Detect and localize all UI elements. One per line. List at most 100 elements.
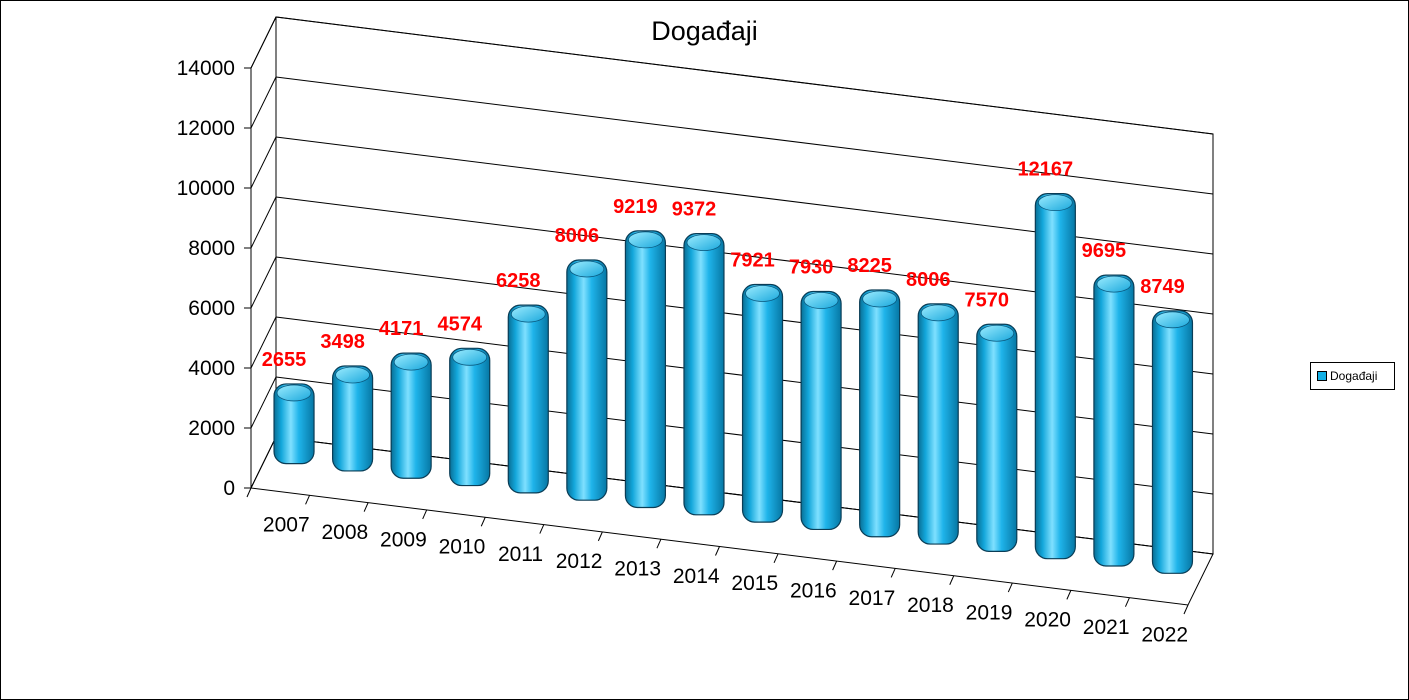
bar-cap [979, 324, 1015, 342]
category-label: 2017 [849, 587, 896, 610]
xtick-mark [1007, 582, 1013, 593]
bar-body [800, 290, 842, 531]
bar-body [566, 259, 608, 501]
bar-cap [1155, 311, 1190, 329]
data-label: 9219 [613, 196, 658, 218]
bar-body [917, 303, 959, 545]
category-label: 2008 [321, 521, 368, 544]
data-label: 7930 [789, 257, 834, 279]
bar-cap [1037, 194, 1073, 212]
bar-cap [569, 260, 605, 278]
gridline-side [250, 16, 277, 69]
bar-body [624, 230, 667, 509]
data-label: 7921 [730, 249, 775, 271]
data-label: 9372 [672, 199, 717, 221]
bar-body [1034, 193, 1076, 560]
xtick-mark [773, 553, 779, 564]
data-label: 12167 [1018, 159, 1074, 181]
side-wall [250, 16, 277, 489]
ytick-label: 6000 [188, 297, 235, 320]
bar [507, 304, 549, 494]
category-label: 2020 [1024, 609, 1071, 632]
data-labels: 2655 3498 4171 4574 6258 8006 9219 9372 7921 7930… [262, 159, 1185, 371]
bar [449, 347, 491, 487]
bar [683, 233, 725, 516]
gridline-side [250, 136, 277, 189]
category-label: 2010 [439, 536, 486, 559]
ytick-label: 0 [223, 477, 235, 500]
bar [741, 283, 784, 523]
ytick-label: 12000 [177, 117, 235, 140]
bar [1034, 193, 1076, 560]
bar-cap [745, 285, 780, 302]
axes: 0 2000 4000 6000 8000 10000 12000 14000 2007 2008… [177, 57, 1189, 646]
xtick-mark [246, 487, 252, 498]
bar [917, 303, 959, 545]
bar-cap [452, 348, 488, 366]
xtick-mark [363, 502, 369, 512]
category-label: 2009 [380, 528, 427, 551]
bar-cap [276, 384, 312, 402]
gridline-back [275, 76, 1214, 195]
category-label: 2012 [556, 550, 603, 573]
bar-body [1093, 274, 1135, 567]
bar-body [741, 283, 784, 523]
xtick-mark [1066, 590, 1072, 600]
category-label: 2021 [1083, 616, 1130, 639]
category-label: 2022 [1141, 623, 1188, 646]
bar [566, 259, 608, 501]
bar [859, 289, 901, 538]
bar [390, 352, 432, 479]
ytick-label: 4000 [188, 357, 235, 380]
xtick-mark [422, 509, 428, 520]
bar-cap [1096, 275, 1132, 293]
data-label: 8225 [847, 255, 892, 277]
legend: Događaji [1310, 362, 1395, 390]
bar-body [331, 365, 374, 472]
xtick-mark [949, 575, 955, 585]
data-label: 3498 [320, 331, 365, 353]
bar-cap [862, 290, 898, 308]
data-label: 7570 [965, 289, 1010, 311]
bar-cap [335, 366, 370, 384]
xtick-mark [539, 524, 545, 534]
bar-body [507, 304, 549, 494]
data-label: 4171 [379, 318, 424, 340]
legend-swatch [1317, 371, 1327, 381]
category-label: 2016 [790, 579, 837, 602]
category-label: 2019 [966, 601, 1013, 624]
gridline-side [250, 256, 277, 309]
gridline-side [250, 436, 277, 489]
bar-body [449, 347, 491, 487]
legend-label: Događaji [1330, 369, 1378, 383]
bar-body [683, 233, 725, 516]
bar-body [859, 289, 901, 538]
gridline-back [275, 16, 1214, 135]
bar-cap [393, 353, 429, 371]
bar-body [976, 323, 1018, 552]
xtick-mark [890, 568, 896, 578]
bar [273, 383, 315, 465]
chart-title: Događaji [651, 16, 758, 46]
bar [1093, 274, 1135, 567]
bar-cap [686, 234, 722, 252]
gridline-side [250, 376, 277, 429]
bar [800, 290, 842, 531]
data-label: 6258 [496, 270, 541, 292]
ytick-label: 10000 [177, 177, 235, 200]
data-label: 8749 [1140, 276, 1185, 298]
xtick-mark [480, 517, 486, 527]
category-label: 2013 [614, 558, 661, 581]
xtick-mark [1183, 604, 1189, 615]
data-label: 8006 [555, 225, 600, 247]
bar-cap [510, 305, 546, 323]
data-label: 2655 [262, 349, 307, 371]
xtick-mark [715, 546, 720, 556]
bars [273, 193, 1194, 574]
bar [331, 365, 374, 472]
category-label: 2015 [731, 572, 778, 595]
data-label: 4574 [437, 313, 482, 335]
data-label: 8006 [906, 269, 951, 291]
bar-cap [803, 292, 839, 309]
